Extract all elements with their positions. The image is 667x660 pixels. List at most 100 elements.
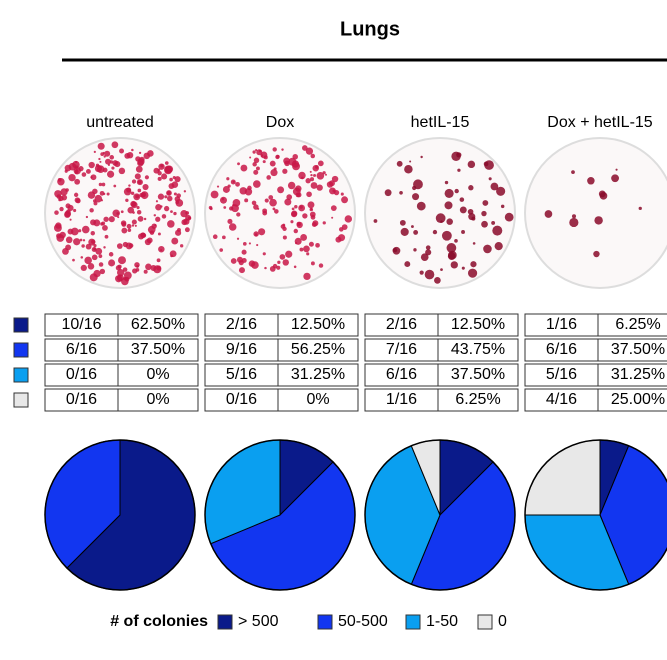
legend-title: # of colonies xyxy=(110,613,208,630)
colony xyxy=(263,160,266,163)
colony xyxy=(59,207,63,211)
colony xyxy=(491,221,495,225)
colony xyxy=(86,244,92,250)
colony xyxy=(209,206,213,210)
colony xyxy=(297,192,302,197)
colony xyxy=(229,223,237,231)
colony xyxy=(219,248,223,252)
colony xyxy=(129,243,134,248)
colony xyxy=(147,150,154,157)
colony xyxy=(157,171,161,175)
colony xyxy=(109,216,115,222)
colony xyxy=(268,195,273,200)
colony xyxy=(121,220,126,225)
colony xyxy=(307,201,314,208)
count: 2/16 xyxy=(226,316,257,333)
plate-images xyxy=(45,138,667,288)
colony xyxy=(237,238,239,240)
colony xyxy=(460,206,467,213)
colony xyxy=(426,245,431,250)
colony xyxy=(174,192,177,195)
colony xyxy=(236,212,240,216)
colony xyxy=(294,229,298,233)
colony xyxy=(93,219,100,226)
colony xyxy=(483,245,492,254)
colony xyxy=(136,166,143,173)
colony xyxy=(147,237,153,243)
colony xyxy=(446,218,453,225)
colony xyxy=(302,145,308,151)
colony xyxy=(134,262,139,267)
colony xyxy=(325,174,327,176)
colony xyxy=(81,244,84,247)
percent: 37.50% xyxy=(131,341,185,358)
colony xyxy=(300,234,307,241)
colony xyxy=(288,182,295,189)
colony xyxy=(75,197,81,203)
colony xyxy=(78,229,81,232)
colony xyxy=(505,213,514,222)
colony xyxy=(217,186,219,188)
colony xyxy=(425,249,431,255)
colony xyxy=(252,150,255,153)
colony xyxy=(240,165,247,172)
colony xyxy=(132,224,134,226)
colony xyxy=(420,271,424,275)
colony xyxy=(448,252,456,260)
colony xyxy=(495,242,503,250)
colony xyxy=(569,218,578,227)
colony xyxy=(231,258,237,264)
colony xyxy=(135,194,139,198)
colony xyxy=(75,171,78,174)
colony xyxy=(109,252,114,257)
colony xyxy=(281,148,283,150)
colony xyxy=(177,228,181,232)
percent: 6.25% xyxy=(615,316,660,333)
colony xyxy=(138,189,142,193)
colony xyxy=(59,232,65,238)
colony xyxy=(137,179,143,185)
colony xyxy=(243,242,247,246)
colony xyxy=(491,183,499,191)
colony xyxy=(270,169,277,176)
colony xyxy=(121,228,127,234)
percent: 0% xyxy=(146,391,169,408)
colony xyxy=(157,258,161,262)
count: 6/16 xyxy=(386,366,417,383)
colony xyxy=(93,244,96,247)
colony xyxy=(484,160,494,170)
figure-title: Lungs xyxy=(340,18,400,40)
colony xyxy=(413,230,418,235)
colony xyxy=(468,269,477,278)
colony xyxy=(335,237,341,243)
colony xyxy=(135,173,141,179)
colony xyxy=(253,170,258,175)
colony xyxy=(161,173,167,179)
colony xyxy=(180,244,183,247)
colony xyxy=(460,197,465,202)
count: 2/16 xyxy=(386,316,417,333)
colony xyxy=(81,256,84,259)
colony xyxy=(166,190,172,196)
colony xyxy=(253,231,258,236)
colony xyxy=(249,157,251,159)
legend-label: 50-500 xyxy=(338,613,388,630)
colony xyxy=(311,154,316,159)
colony xyxy=(220,197,227,204)
group-label: Dox xyxy=(266,114,294,131)
colony xyxy=(298,205,305,212)
colony xyxy=(264,267,266,269)
colony xyxy=(374,219,378,223)
colony xyxy=(121,210,124,213)
colony xyxy=(164,206,169,211)
colony xyxy=(116,212,119,215)
row-swatch xyxy=(14,368,28,382)
colony xyxy=(222,235,226,239)
colony xyxy=(103,168,108,173)
colony xyxy=(593,251,599,257)
colony xyxy=(244,198,248,202)
colony xyxy=(249,242,251,244)
percent: 31.25% xyxy=(291,366,345,383)
colony xyxy=(144,270,148,274)
colony xyxy=(136,268,140,272)
